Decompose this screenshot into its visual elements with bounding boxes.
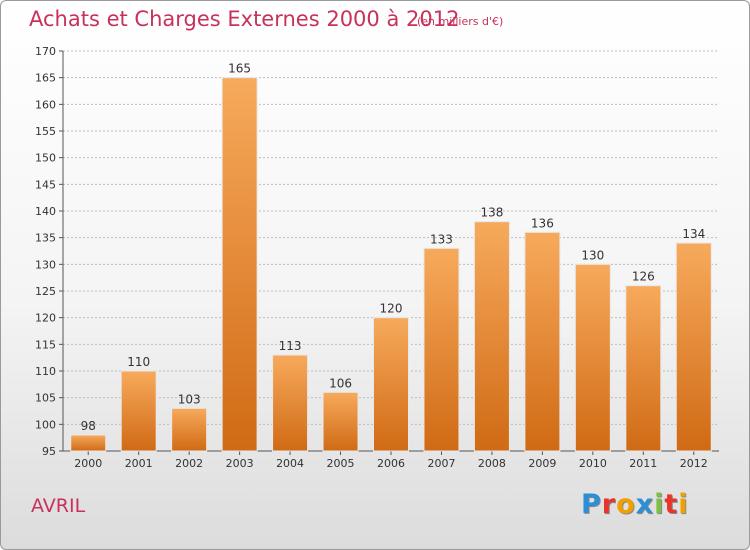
logo-letter: o [616, 489, 636, 520]
bar-2001 [120, 370, 157, 452]
y-tick-label: 150 [35, 152, 56, 165]
logo-letter: i [678, 489, 689, 520]
data-label-2006: 120 [380, 302, 403, 316]
y-tick-label: 95 [42, 445, 56, 458]
data-label-2007: 133 [430, 232, 453, 246]
bar-2005 [322, 391, 359, 452]
x-tick-label: 2008 [478, 457, 506, 470]
bar-2011 [625, 285, 662, 452]
x-tick-label: 2010 [579, 457, 607, 470]
x-tick-label: 2004 [276, 457, 304, 470]
x-tick-label: 2006 [377, 457, 405, 470]
bar-2009 [524, 231, 561, 452]
y-tick-label: 170 [35, 45, 56, 58]
data-label-2012: 134 [682, 227, 705, 241]
bar-2006 [373, 317, 409, 452]
data-label-2001: 110 [127, 355, 150, 369]
data-label-2005: 106 [329, 376, 352, 390]
y-tick-label: 160 [35, 98, 56, 111]
logo-letter: t [664, 489, 679, 520]
bar-2010 [574, 263, 611, 452]
bar-2003 [221, 77, 258, 452]
data-label-2010: 130 [581, 248, 604, 262]
bar-2002 [171, 407, 208, 452]
bar-2008 [473, 221, 510, 452]
y-tick-label: 135 [35, 232, 56, 245]
y-tick-label: 155 [35, 125, 56, 138]
y-tick-label: 140 [35, 205, 56, 218]
y-tick-label: 165 [35, 72, 56, 85]
data-label-2011: 126 [632, 270, 655, 284]
y-tick-label: 100 [35, 418, 56, 431]
data-label-2000: 98 [81, 419, 96, 433]
data-label-2003: 165 [228, 62, 251, 76]
bar-2000 [70, 434, 107, 452]
x-tick-label: 2011 [629, 457, 657, 470]
data-label-2004: 113 [279, 339, 302, 353]
chart-subtitle: (en milliers d'€) [417, 15, 504, 28]
y-tick-label: 145 [35, 178, 56, 191]
logo-letter: i [654, 489, 665, 520]
x-tick-label: 2003 [226, 457, 254, 470]
y-tick-label: 115 [35, 338, 56, 351]
y-tick-label: 105 [35, 392, 56, 405]
y-tick-label: 130 [35, 258, 56, 271]
bar-2012 [675, 242, 712, 452]
y-tick-label: 120 [35, 312, 56, 325]
x-tick-label: 2012 [680, 457, 708, 470]
bar-2007 [423, 247, 460, 452]
x-tick-label: 2002 [175, 457, 203, 470]
data-label-2008: 138 [480, 206, 503, 220]
x-tick-label: 2007 [427, 457, 455, 470]
x-tick-label: 2000 [74, 457, 102, 470]
logo-letter: r [601, 489, 617, 520]
x-tick-label: 2005 [327, 457, 355, 470]
bar-2004 [272, 354, 309, 452]
y-tick-label: 125 [35, 285, 56, 298]
x-tick-label: 2009 [528, 457, 556, 470]
data-label-2002: 103 [178, 392, 201, 406]
proxiti-logo: Proxiti [581, 489, 689, 520]
logo-letter: P [581, 489, 602, 520]
logo-letter: x [635, 489, 655, 520]
data-label-2009: 136 [531, 216, 554, 230]
commune-name: AVRIL [31, 495, 86, 517]
x-tick-label: 2001 [125, 457, 153, 470]
y-tick-label: 110 [35, 365, 56, 378]
chart-title: Achats et Charges Externes 2000 à 2012 [29, 7, 460, 31]
